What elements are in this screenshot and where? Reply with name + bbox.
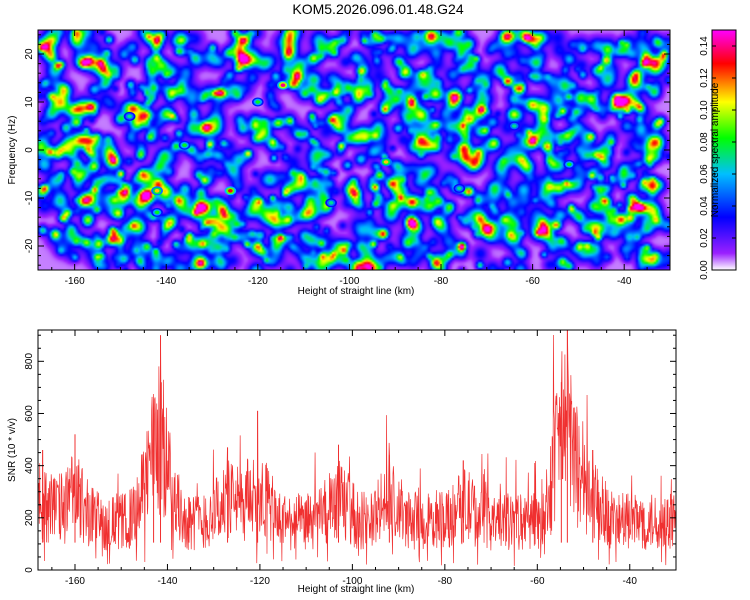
heatmap-peak	[178, 140, 191, 150]
heatmap-peak-ring	[456, 186, 462, 191]
snr-x-label: Height of straight line (km)	[298, 584, 415, 595]
heatmap-peak	[277, 80, 289, 90]
snr-x-tick-label: -60	[530, 576, 545, 587]
heatmap-x-label: Height of straight line (km)	[298, 286, 415, 297]
colorbar-tick-label: 0.14	[699, 36, 710, 56]
heatmap-x-tick-label: -60	[525, 276, 540, 287]
heatmap-peak-ring	[280, 83, 286, 87]
heatmap-y-tick-label: -10	[24, 190, 35, 205]
colorbar-ticks: 0.00 0.02 0.04 0.06 0.08 0.10 0.12 0.14	[699, 36, 736, 280]
heatmap-x-tick-label: -80	[434, 276, 449, 287]
snr-x-tick-label: -40	[623, 576, 638, 587]
snr-x-axis: -160 -140 -120 -100 -80 -60 -40	[51, 330, 677, 587]
snr-x-tick-label: -120	[250, 576, 270, 587]
heatmap-peak-ring	[182, 143, 187, 147]
colorbar-tick-label: 0.12	[699, 68, 710, 88]
snr-y-tick-label: 600	[24, 405, 35, 422]
heatmap-y-tick-label: 20	[24, 48, 35, 60]
snr-y-tick-label: 200	[24, 509, 35, 526]
colorbar-tick-label: 0.06	[699, 164, 710, 184]
heatmap-peak	[563, 159, 576, 169]
snr-series-line	[38, 330, 676, 566]
heatmap-peak	[151, 207, 163, 217]
snr-y-tick-label: 0	[24, 567, 35, 573]
heatmap-peak	[224, 186, 237, 196]
heatmap-image	[38, 30, 670, 270]
snr-x-tick-label: -80	[438, 576, 453, 587]
heatmap-x-tick-label: -160	[65, 276, 85, 287]
colorbar-tick-label: 0.08	[699, 132, 710, 152]
snr-x-tick-label: -160	[65, 576, 85, 587]
heatmap-peak	[123, 111, 136, 121]
colorbar-tick-label: 0.00	[699, 260, 710, 280]
colorbar-tick-label: 0.10	[699, 100, 710, 120]
heatmap-x-tick-label: -40	[617, 276, 632, 287]
heatmap-peak-ring	[511, 124, 517, 128]
snr-x-tick-label: -140	[157, 576, 177, 587]
snr-frame	[37, 329, 677, 571]
heatmap-x-tick-label: -140	[156, 276, 176, 287]
heatmap-peak-ring	[328, 201, 334, 205]
heatmap-peak-ring	[154, 189, 160, 193]
heatmap-peak-ring	[383, 160, 389, 164]
heatmap-peak-ring	[255, 100, 261, 104]
heatmap-peak-ring	[154, 210, 160, 215]
colorbar-label: Normalized spectral amplitude	[710, 82, 721, 217]
heatmap-y-tick-label: 0	[24, 147, 35, 153]
heatmap-x-tick-label: -100	[339, 276, 359, 287]
heatmap-y-tick-label: 10	[24, 96, 35, 108]
snr-y-tick-label: 400	[24, 457, 35, 474]
heatmap-peaks	[123, 80, 576, 217]
colorbar-tick-label: 0.02	[699, 228, 710, 248]
heatmap-peak	[508, 121, 521, 131]
heatmap-peak	[151, 186, 163, 196]
snr-panel: -160 -140 -120 -100 -80 -60 -40 0200400600800 …	[7, 329, 677, 595]
heatmap-peak	[325, 198, 337, 208]
snr-y-label: SNR (10 * v/v)	[7, 418, 18, 482]
chart-title: KOM5.2026.096.01.48.G24	[292, 1, 463, 17]
heatmap-x-tick-label: -120	[248, 276, 268, 287]
colorbar: 0.00 0.02 0.04 0.06 0.08 0.10 0.12 0.14 Normali…	[699, 29, 737, 280]
heatmap-peak	[251, 97, 264, 107]
heatmap-x-axis: -160 -140 -120 -100 -80 -60 -40	[51, 30, 671, 287]
snr-y-axis: 0 200 400 600 800	[24, 334, 676, 573]
colorbar-tick-label: 0.04	[699, 196, 710, 216]
heatmap-peak-ring	[228, 189, 233, 193]
heatmap-y-axis: -20 -10 0 10 20	[24, 34, 670, 266]
heatmap-peak-ring	[566, 162, 572, 167]
heatmap-peak	[380, 157, 392, 167]
colorbar-gradient	[711, 29, 737, 271]
heatmap-y-label: Frequency (Hz)	[7, 116, 18, 185]
heatmap-peak	[453, 183, 466, 193]
snr-y-tick-label: 800	[24, 353, 35, 370]
snr-x-tick-label: -100	[342, 576, 362, 587]
heatmap-peak-ring	[127, 114, 132, 119]
heatmap-y-tick-label: -20	[24, 238, 35, 253]
